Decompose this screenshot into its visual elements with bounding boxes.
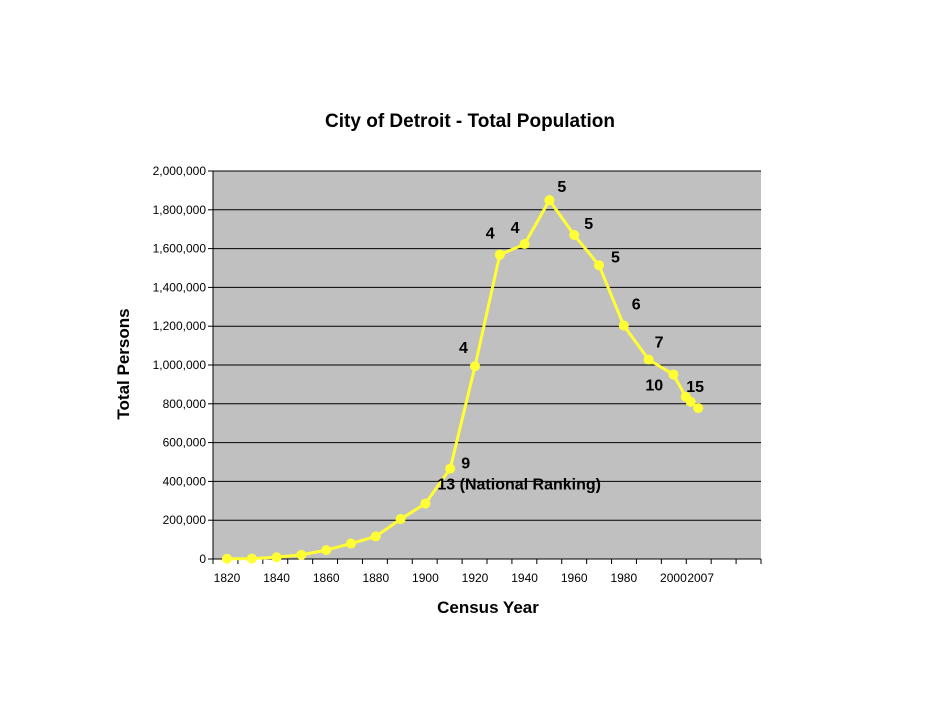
data-point <box>370 531 381 542</box>
ranking-label: 4 <box>459 340 468 357</box>
grid-lines <box>213 170 761 521</box>
ranking-label: 13 (National Ranking) <box>437 477 601 494</box>
data-point <box>420 498 431 509</box>
data-point <box>569 229 580 240</box>
y-tick-label: 0 <box>199 552 206 566</box>
x-axis-label: Census Year <box>437 598 539 617</box>
y-axis-label: Total Persons <box>114 308 133 419</box>
x-axis: 1820 1840 1860 1880 1900 1920 1940 1960 1980 2000… <box>212 558 762 585</box>
data-point <box>494 249 505 260</box>
ranking-label: 4 <box>486 226 495 243</box>
data-point <box>594 260 604 271</box>
ranking-label: 5 <box>611 249 620 266</box>
y-tick-label: 1,000,000 <box>153 358 207 372</box>
x-tick-label: 1900 <box>412 571 439 585</box>
y-tick-label: 400,000 <box>163 474 207 488</box>
y-tick-label: 2,000,000 <box>153 164 207 178</box>
data-point <box>445 463 456 474</box>
population-line <box>226 198 700 561</box>
ranking-label: 9 <box>461 456 470 473</box>
data-point <box>544 195 555 206</box>
ranking-label: 10 <box>645 377 663 394</box>
series <box>222 195 704 564</box>
data-point <box>271 552 282 563</box>
data-point <box>346 538 356 549</box>
x-tick-label: 1920 <box>462 571 489 585</box>
ranking-label: 4 <box>511 220 520 237</box>
ranking-label: 15 <box>686 379 704 396</box>
ranking-label: 6 <box>632 297 641 314</box>
data-point <box>222 553 232 564</box>
x-tick-label: 1880 <box>362 571 389 585</box>
y-axis: 0 200,000 400,000 600,000 800,000 1,000,000 1,… <box>153 164 214 566</box>
data-point <box>693 403 704 414</box>
data-point <box>685 396 696 407</box>
x-tick-label: 1980 <box>610 571 637 585</box>
y-tick-label: 1,200,000 <box>153 319 207 333</box>
y-tick-label: 1,600,000 <box>153 242 207 256</box>
data-point <box>296 549 307 560</box>
y-tick-label: 600,000 <box>163 436 207 450</box>
x-tick-label: 1860 <box>313 571 340 585</box>
data-point <box>668 369 679 380</box>
ranking-label: 7 <box>655 335 664 352</box>
data-point <box>519 239 530 250</box>
ranking-label: 5 <box>584 216 593 233</box>
data-point <box>618 320 629 331</box>
y-tick-label: 200,000 <box>163 513 207 527</box>
x-tick-label: 2000 <box>660 571 687 585</box>
y-tick-label: 800,000 <box>163 397 207 411</box>
data-point <box>395 514 406 525</box>
chart-title: City of Detroit - Total Population <box>325 111 615 132</box>
x-tick-label: 1940 <box>511 571 538 585</box>
data-point <box>470 361 480 372</box>
x-tick-label: 1820 <box>214 571 241 585</box>
data-point <box>321 545 332 556</box>
data-point <box>246 553 257 564</box>
y-tick-label: 1,400,000 <box>153 280 207 294</box>
data-point <box>643 354 654 365</box>
x-tick-label: 2007 <box>687 571 714 585</box>
ranking-label: 5 <box>557 179 566 196</box>
x-tick-label: 1840 <box>263 571 290 585</box>
x-tick-label: 1960 <box>561 571 588 585</box>
y-tick-label: 1,800,000 <box>153 203 207 217</box>
